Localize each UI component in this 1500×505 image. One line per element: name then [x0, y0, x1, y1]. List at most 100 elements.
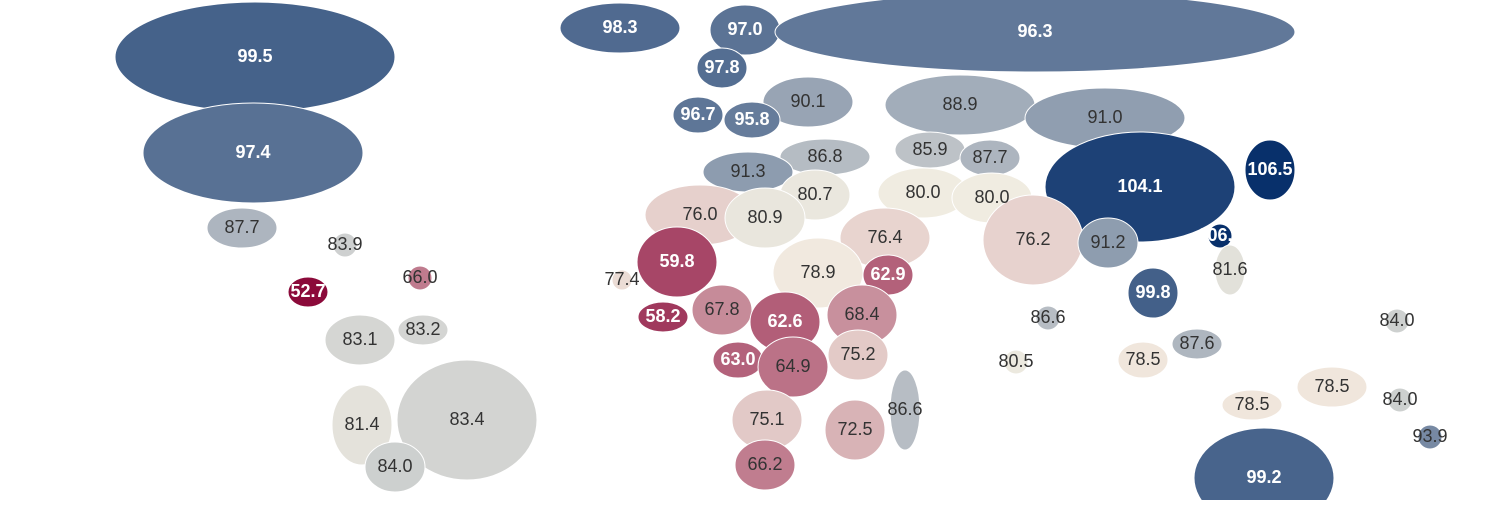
region-label: 104.1 — [1117, 176, 1162, 196]
region-label: 72.5 — [837, 419, 872, 439]
region — [1193, 427, 1335, 505]
region-label: 99.5 — [237, 46, 272, 66]
region-label: 80.5 — [998, 351, 1033, 371]
region-label: 78.5 — [1125, 349, 1160, 369]
region-label: 76.0 — [682, 204, 717, 224]
region-label: 93.9 — [1412, 426, 1447, 446]
region — [407, 265, 433, 291]
region — [1003, 349, 1029, 375]
region-label: 80.7 — [797, 184, 832, 204]
region — [827, 329, 889, 381]
region-label: 96.7 — [680, 104, 715, 124]
region — [611, 269, 633, 291]
region — [637, 301, 689, 333]
region-label: 86.8 — [807, 146, 842, 166]
region-label: 64.9 — [775, 356, 810, 376]
region-label: 97.0 — [727, 19, 762, 39]
region — [1387, 387, 1413, 413]
region-label: 91.0 — [1087, 107, 1122, 127]
region — [1117, 341, 1169, 379]
region-label: 58.2 — [645, 306, 680, 326]
region-label: 76.4 — [867, 227, 902, 247]
region — [691, 284, 753, 336]
region-label: 84.0 — [1382, 389, 1417, 409]
region — [396, 359, 538, 481]
region — [889, 369, 921, 451]
region-label: 68.4 — [844, 304, 879, 324]
region-label: 97.4 — [235, 142, 270, 162]
region — [206, 207, 278, 249]
region-label: 78.5 — [1314, 376, 1349, 396]
region-label: 78.9 — [800, 262, 835, 282]
region — [1417, 424, 1443, 450]
region-label: 86.6 — [887, 399, 922, 419]
region — [1244, 139, 1296, 201]
region-label: 80.0 — [974, 187, 1009, 207]
region-label: 97.8 — [704, 57, 739, 77]
labels: 99.5 98.3 97.0 96.3 97.8 90.1 88.9 91.0 96.7 95.8… — [224, 17, 1447, 487]
region — [331, 384, 393, 466]
region — [734, 439, 796, 491]
region-label: 75.1 — [749, 409, 784, 429]
region — [1384, 308, 1410, 334]
region-label: 78.5 — [1234, 394, 1269, 414]
region-label: 52.7 — [290, 281, 325, 301]
region — [1207, 223, 1233, 249]
region — [1296, 366, 1368, 408]
region-label: 106.5 — [1197, 225, 1242, 245]
region-label: 96.3 — [1017, 21, 1052, 41]
region-label: 91.2 — [1090, 232, 1125, 252]
region-label: 81.6 — [1212, 259, 1247, 279]
region — [636, 226, 718, 298]
region-label: 88.9 — [942, 94, 977, 114]
region-label: 85.9 — [912, 139, 947, 159]
region-label: 66.2 — [747, 454, 782, 474]
region-label: 83.9 — [327, 234, 362, 254]
region — [1127, 267, 1179, 319]
region-label: 86.6 — [1030, 307, 1065, 327]
region-label: 63.0 — [720, 349, 755, 369]
region — [824, 399, 886, 461]
region-label: 62.6 — [767, 311, 802, 331]
regions — [114, 0, 1443, 505]
region-label: 106.5 — [1247, 159, 1292, 179]
region — [774, 0, 1296, 73]
region-label: 67.8 — [704, 299, 739, 319]
region-label: 76.2 — [1015, 229, 1050, 249]
region-label: 66.0 — [402, 267, 437, 287]
region-label: 98.3 — [602, 17, 637, 37]
region — [757, 336, 829, 398]
region-label: 83.2 — [405, 319, 440, 339]
region-label: 84.0 — [1379, 310, 1414, 330]
region-label: 87.7 — [972, 147, 1007, 167]
region-label: 95.8 — [734, 109, 769, 129]
region — [672, 96, 724, 134]
region-label: 99.8 — [1135, 282, 1170, 302]
region — [142, 102, 364, 204]
region — [723, 101, 781, 139]
region — [287, 276, 329, 308]
region-label: 99.2 — [1246, 467, 1281, 487]
region — [332, 232, 358, 258]
region — [559, 2, 681, 54]
region-label: 80.0 — [905, 182, 940, 202]
region-label: 75.2 — [840, 344, 875, 364]
region-label: 83.4 — [449, 409, 484, 429]
region — [724, 187, 806, 249]
region — [1044, 131, 1236, 243]
region-label: 77.4 — [604, 269, 639, 289]
region — [762, 76, 854, 128]
region-label: 84.0 — [377, 456, 412, 476]
region-label: 87.7 — [224, 217, 259, 237]
region — [1035, 305, 1061, 331]
region — [1077, 217, 1139, 269]
region-label: 81.4 — [344, 414, 379, 434]
region-label: 59.8 — [659, 251, 694, 271]
region — [696, 47, 748, 89]
region — [397, 314, 449, 346]
region-label: 80.9 — [747, 207, 782, 227]
region-label: 87.6 — [1179, 333, 1214, 353]
region-label: 62.9 — [870, 264, 905, 284]
region-label: 90.1 — [790, 91, 825, 111]
